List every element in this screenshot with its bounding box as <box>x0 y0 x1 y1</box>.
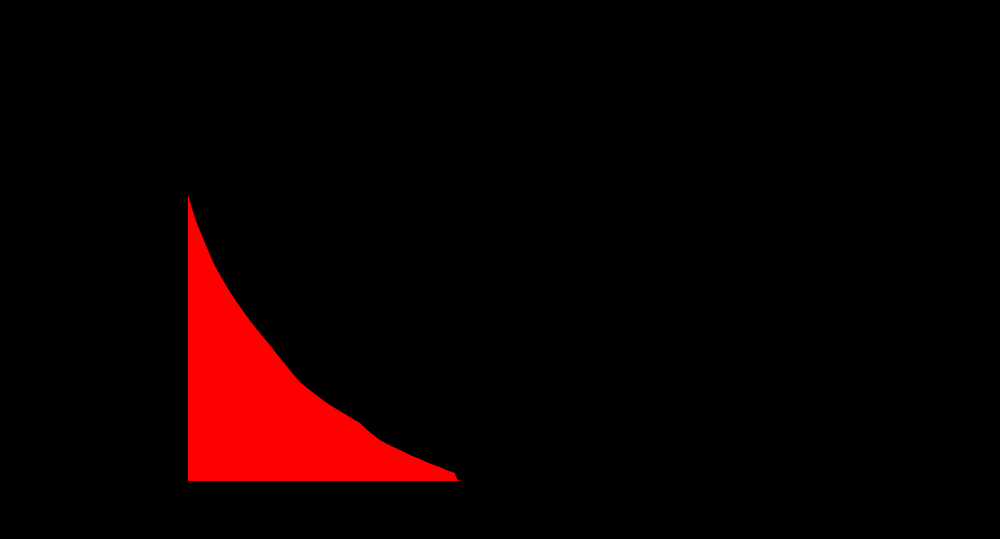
exponential-decay-area <box>188 195 473 481</box>
